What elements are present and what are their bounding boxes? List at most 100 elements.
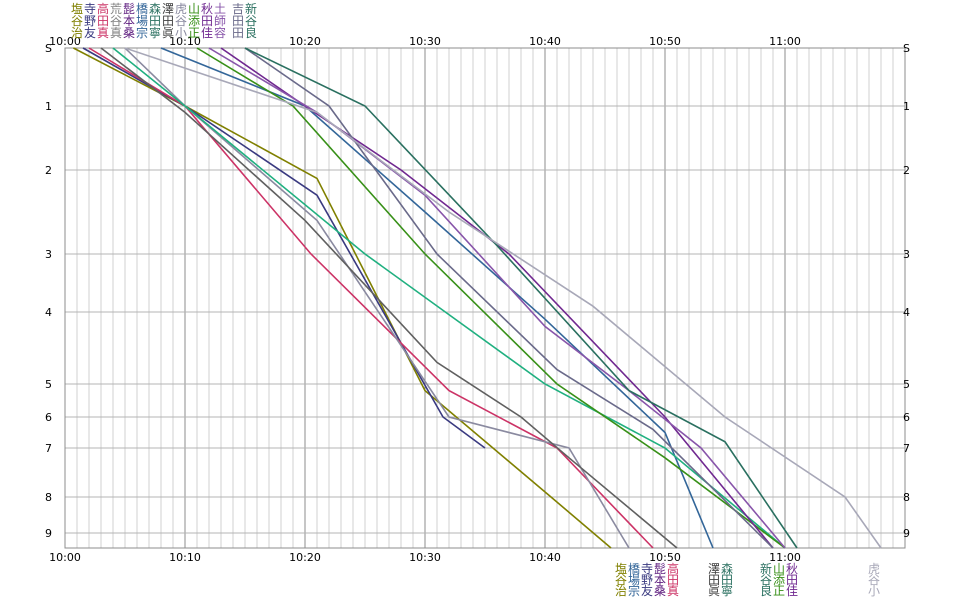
y-tick-right: 4 bbox=[903, 306, 910, 319]
series-line-8 bbox=[196, 47, 786, 549]
legend-bottom-label: 本 bbox=[654, 573, 666, 587]
x-tick-bottom: 10:40 bbox=[529, 551, 561, 564]
legend-top-label: 良 bbox=[245, 25, 257, 40]
legend-bottom-label: 高 bbox=[667, 561, 679, 576]
y-tick-left: 6 bbox=[45, 411, 52, 424]
legend-bottom-label: 友 bbox=[641, 584, 653, 598]
series-line-4 bbox=[124, 47, 630, 549]
legend-bottom-label: 田 bbox=[708, 573, 720, 587]
legend-top-label: 正 bbox=[188, 26, 200, 40]
legend-top-label: 森 bbox=[149, 1, 161, 16]
legend-bottom-label: 山 bbox=[773, 562, 785, 576]
x-tick-top: 10:20 bbox=[289, 35, 321, 48]
legend-bottom-label: 谷 bbox=[868, 573, 880, 587]
legend-top-label: 澤 bbox=[162, 2, 174, 16]
legend-bottom-label: 谷 bbox=[615, 573, 627, 587]
series-line-3 bbox=[88, 47, 654, 549]
legend-bottom-label: 野 bbox=[641, 573, 653, 587]
legend-bottom-label: 新 bbox=[760, 561, 772, 576]
legend-bottom-label: 正 bbox=[773, 584, 785, 598]
y-tick-left: 8 bbox=[45, 491, 52, 504]
y-tick-left: S bbox=[45, 42, 52, 55]
legend-top-label: 秋 bbox=[201, 2, 213, 16]
series-line-12 bbox=[244, 47, 798, 549]
legend-bottom-label: 田 bbox=[786, 573, 798, 587]
legend-top-label: 師 bbox=[214, 14, 226, 28]
series-line-11 bbox=[244, 47, 774, 549]
x-tick-bottom: 10:20 bbox=[289, 551, 321, 564]
y-tick-right: 5 bbox=[903, 378, 910, 391]
legend-bottom-label: 治 bbox=[615, 584, 627, 598]
legend-bottom-label: 真 bbox=[667, 584, 679, 598]
series-line-13 bbox=[124, 47, 882, 549]
legend-bottom-label: 谷 bbox=[760, 573, 772, 587]
legend-top-label: 田 bbox=[201, 14, 213, 28]
legend-bottom-label: 橋 bbox=[628, 562, 640, 576]
legend-top-label: 容 bbox=[214, 25, 226, 40]
legend-top-label: 本 bbox=[123, 14, 135, 28]
legend-top-label: 吉 bbox=[232, 2, 244, 16]
x-tick-top: 10:40 bbox=[529, 35, 561, 48]
legend-top-label: 宗 bbox=[136, 25, 148, 40]
legend-bottom-label: 佳 bbox=[786, 584, 798, 598]
y-tick-right: 8 bbox=[903, 491, 910, 504]
legend-top-label: 田 bbox=[162, 14, 174, 28]
x-tick-top: 10:10 bbox=[169, 35, 201, 48]
y-tick-right: S bbox=[903, 42, 910, 55]
y-tick-right: 2 bbox=[903, 164, 910, 177]
y-tick-left: 4 bbox=[45, 306, 52, 319]
legend-top-label: 佳 bbox=[201, 26, 213, 40]
legend-top: 塩谷治寺野友高田真荒谷真髭本桑橋場宗森田寧澤田眞虎谷小山添正秋田佳土師容吉田田新… bbox=[71, 1, 257, 40]
legend-top-label: 土 bbox=[214, 2, 226, 16]
y-tick-right: 6 bbox=[903, 411, 910, 424]
legend-top-label: 寧 bbox=[149, 25, 161, 40]
legend-top-label: 眞 bbox=[162, 26, 174, 40]
legend-bottom-label: 秋 bbox=[786, 562, 798, 576]
legend-top-label: 真 bbox=[110, 26, 122, 40]
legend-top-label: 橋 bbox=[136, 2, 148, 16]
x-tick-bottom: 10:10 bbox=[169, 551, 201, 564]
x-tick-bottom: 11:00 bbox=[769, 551, 801, 564]
legend-bottom-label: 髭 bbox=[654, 562, 666, 576]
legend-bottom-label: 眞 bbox=[708, 584, 720, 598]
legend-top-label: 小 bbox=[175, 26, 187, 40]
y-tick-right: 9 bbox=[903, 527, 910, 540]
legend-top-label: 桑 bbox=[123, 26, 135, 40]
series-line-7 bbox=[112, 47, 786, 549]
x-tick-top: 10:00 bbox=[49, 35, 81, 48]
legend-bottom-label: 田 bbox=[667, 573, 679, 587]
legend-top-label: 山 bbox=[188, 2, 200, 16]
legend-bottom-label: 森 bbox=[721, 561, 733, 576]
legend-top-label: 治 bbox=[71, 26, 83, 40]
legend-top-label: 谷 bbox=[71, 14, 83, 28]
legend-bottom-label: 田 bbox=[721, 573, 733, 587]
y-tick-left: 5 bbox=[45, 378, 52, 391]
legend-top-label: 友 bbox=[84, 26, 96, 40]
x-tick-bottom: 10:30 bbox=[409, 551, 441, 564]
legend-top-label: 荒 bbox=[110, 2, 122, 16]
legend-top-label: 田 bbox=[232, 14, 244, 28]
legend-top-label: 虎 bbox=[175, 2, 187, 16]
legend-bottom-label: 桑 bbox=[654, 584, 666, 598]
series-line-6 bbox=[160, 47, 714, 549]
y-tick-left: 2 bbox=[45, 164, 52, 177]
legend-top-label: 寺 bbox=[84, 2, 96, 16]
legend-top-label: 真 bbox=[97, 26, 109, 40]
legend-top-label: 高 bbox=[97, 1, 109, 16]
legend-bottom-label: 寺 bbox=[641, 562, 653, 576]
legend-top-label: 田 bbox=[149, 14, 161, 28]
legend-top-label: 谷 bbox=[175, 14, 187, 28]
y-tick-left: 1 bbox=[45, 100, 52, 113]
y-tick-right: 7 bbox=[903, 442, 910, 455]
legend-bottom-label: 寧 bbox=[721, 583, 733, 598]
y-tick-left: 3 bbox=[45, 248, 52, 261]
series-line-5 bbox=[100, 47, 678, 549]
legend-bottom-label: 場 bbox=[628, 573, 640, 587]
x-tick-bottom: 10:00 bbox=[49, 551, 81, 564]
legend-bottom-label: 虎 bbox=[868, 562, 880, 576]
legend-top-label: 谷 bbox=[110, 14, 122, 28]
axis-ticks: 10:00 10:00 10:10 10:10 10:20 10:20 10:30 10:30… bbox=[45, 35, 910, 564]
x-tick-bottom: 10:50 bbox=[649, 551, 681, 564]
